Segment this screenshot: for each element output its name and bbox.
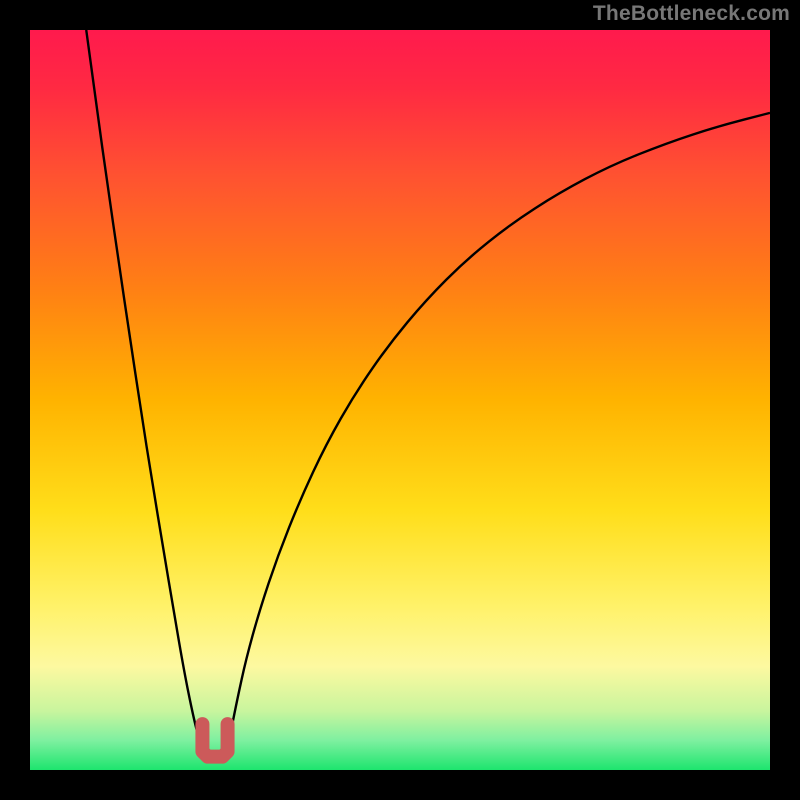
chart-container: TheBottleneck.com — [0, 0, 800, 800]
bottleneck-chart — [0, 0, 800, 800]
gradient-background — [30, 30, 770, 770]
watermark-text: TheBottleneck.com — [593, 2, 790, 26]
